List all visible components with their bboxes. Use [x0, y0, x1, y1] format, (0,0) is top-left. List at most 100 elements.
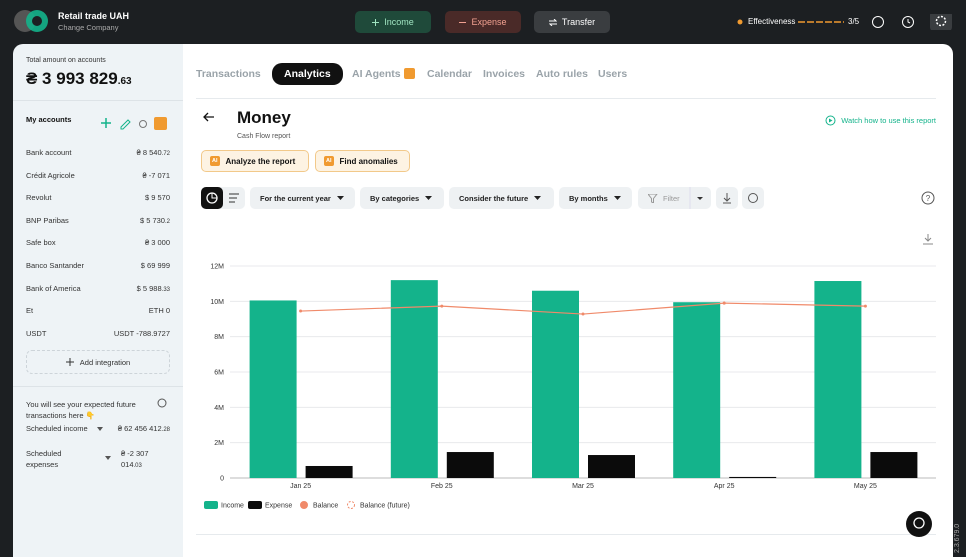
- view-toggle[interactable]: [201, 187, 245, 209]
- legend-label: Expense: [265, 503, 292, 510]
- tab[interactable]: Transactions: [196, 68, 261, 80]
- cents: .03: [133, 463, 142, 469]
- progress: [798, 21, 844, 23]
- back-arrow[interactable]: [202, 111, 216, 123]
- legend-marker: [204, 501, 218, 509]
- tab[interactable]: Analytics: [272, 63, 343, 85]
- tab[interactable]: AI Agents: [352, 68, 401, 80]
- bar: [729, 476, 777, 478]
- dropdown[interactable]: Consider the future: [449, 187, 554, 209]
- account-name[interactable]: Bank of America: [26, 283, 81, 293]
- effectiveness[interactable]: Effectiveness: [748, 17, 796, 26]
- ai-badge: AI: [324, 156, 334, 166]
- help-icon[interactable]: [157, 398, 167, 408]
- bar: [588, 455, 635, 478]
- accounts-title: My accounts: [26, 115, 72, 124]
- total-label: Total amount on accounts: [26, 57, 106, 64]
- label: Transfer: [561, 17, 596, 27]
- label: For the current year: [260, 193, 331, 203]
- watch-link[interactable]: Watch how to use this report: [825, 115, 936, 126]
- download-icon[interactable]: [922, 233, 934, 245]
- account-name[interactable]: Et: [26, 306, 34, 316]
- company[interactable]: Retail trade UAH: [58, 11, 130, 21]
- account-name[interactable]: BNP Paribas: [26, 215, 69, 225]
- amount: ₴ -2 307 014: [121, 449, 149, 469]
- line: [724, 302, 866, 307]
- x-tick-label: Jan 25: [290, 483, 311, 490]
- account-amount: $ 5 730.2: [140, 216, 170, 225]
- divider: [196, 98, 936, 99]
- expense-button[interactable]: Expense: [445, 11, 521, 33]
- account-name[interactable]: USDT: [26, 328, 47, 338]
- label: Watch how to use this report: [841, 116, 936, 125]
- y-tick-label: 8M: [214, 334, 224, 341]
- account-tools[interactable]: [99, 117, 171, 131]
- filter-button[interactable]: Filter: [638, 187, 711, 209]
- amount: ETH 0: [148, 306, 170, 316]
- scheduled-expenses: Scheduled expenses: [26, 449, 62, 469]
- tab[interactable]: Users: [598, 68, 628, 80]
- amount: ₴ -7 071: [142, 170, 170, 180]
- bar: [249, 300, 297, 478]
- tab[interactable]: Auto rules: [536, 68, 588, 80]
- add-integration[interactable]: Add integration: [26, 350, 170, 374]
- account-amount: ETH 0: [149, 306, 170, 315]
- bar: [870, 452, 918, 478]
- cents: .33: [161, 286, 170, 293]
- report-subtitle: Cash Flow report: [237, 133, 291, 140]
- status-dot: [737, 19, 743, 25]
- bar: [446, 452, 494, 478]
- account-amount: ₴ -7 071: [142, 171, 170, 180]
- y-tick-label: 10M: [210, 299, 224, 306]
- account-name[interactable]: Banco Santander: [26, 261, 84, 270]
- total: ₴ 3 993 829.63: [26, 69, 132, 89]
- legend-label: Balance: [313, 503, 338, 510]
- scheduled-expenses-amount: ₴ -2 307 014.03: [121, 448, 166, 472]
- x-tick-label: Feb 25: [431, 483, 453, 490]
- svg-text:?: ?: [926, 194, 931, 203]
- label: Filter: [663, 193, 680, 203]
- amount: $ 9 570: [144, 193, 170, 203]
- tab[interactable]: Invoices: [483, 68, 526, 80]
- account-name[interactable]: Revolut: [26, 193, 52, 203]
- dropdown[interactable]: By categories: [360, 187, 444, 209]
- top-icons[interactable]: [870, 14, 954, 30]
- account-name[interactable]: Bank account: [26, 148, 72, 157]
- chat-button[interactable]: [905, 510, 933, 538]
- y-tick-label: 4M: [214, 405, 224, 412]
- help-icon[interactable]: ?: [921, 191, 935, 205]
- account-amount: $ 9 570: [145, 193, 170, 202]
- account-amount: USDT -788.9727: [114, 329, 170, 338]
- tab[interactable]: Calendar: [427, 68, 472, 80]
- ai-button[interactable]: AI Analyze the report: [201, 150, 309, 172]
- amount: $ 69 999: [140, 261, 170, 270]
- scheduled-income-amount: ₴ 62 456 412.28: [118, 424, 170, 433]
- dropdown[interactable]: By months: [559, 187, 632, 209]
- dropdown[interactable]: For the current year: [250, 187, 355, 209]
- future-note: You will see your expected future transa…: [26, 400, 136, 420]
- line: [300, 302, 725, 315]
- bar: [390, 280, 438, 478]
- x-tick-label: Mar 25: [572, 483, 594, 490]
- report-title: Money: [237, 108, 291, 127]
- logo[interactable]: [13, 7, 49, 35]
- account-name[interactable]: Crédit Agricole: [26, 170, 75, 180]
- income-button[interactable]: Income: [355, 11, 431, 33]
- total-cents: .63: [117, 76, 132, 87]
- version: 2.3.679.0: [954, 523, 961, 553]
- bar: [673, 302, 721, 478]
- change-company[interactable]: Change Company: [58, 23, 119, 32]
- account-amount: ₴ 3 000: [145, 238, 170, 247]
- score: 3/5: [848, 17, 860, 26]
- bar: [532, 290, 579, 478]
- label: Analyze the report: [225, 156, 296, 166]
- legend-marker: [300, 501, 308, 509]
- label: Income: [384, 17, 414, 27]
- account-name[interactable]: Safe box: [26, 238, 56, 248]
- account-amount: $ 69 999: [141, 261, 170, 270]
- line-point: [863, 304, 867, 308]
- ai-button[interactable]: AI Find anomalies: [315, 150, 410, 172]
- export-icons[interactable]: [716, 187, 766, 209]
- transfer-button[interactable]: Transfer: [534, 11, 610, 33]
